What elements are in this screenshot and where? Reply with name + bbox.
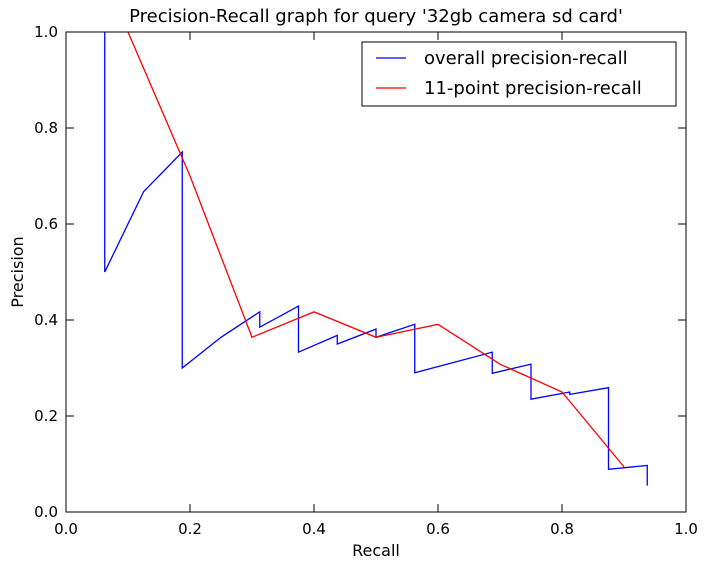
x-axis-label: Recall <box>352 541 400 560</box>
x-tick-label: 0.2 <box>178 520 202 538</box>
legend-label-overall: overall precision-recall <box>424 48 628 69</box>
axis-ticks: 0.0 0.2 0.4 0.6 0.8 1.0 0.0 0.2 0.4 0.6 0.8 1.0 <box>34 23 698 538</box>
y-axis-label: Precision <box>8 236 27 307</box>
x-tick-label: 0.8 <box>550 520 574 538</box>
legend: overall precision-recall 11-point precis… <box>361 41 677 107</box>
y-tick-label: 0.4 <box>34 311 58 329</box>
plot-lines <box>104 31 648 486</box>
y-tick-label: 1.0 <box>34 23 58 41</box>
series-line-0 <box>104 32 648 486</box>
chart-title: Precision-Recall graph for query '32gb c… <box>129 6 623 27</box>
x-tick-label: 0.6 <box>426 520 450 538</box>
x-tick-label: 1.0 <box>674 520 698 538</box>
plot-frame <box>65 31 687 513</box>
legend-box <box>361 41 677 107</box>
y-tick-label: 0.0 <box>34 503 58 521</box>
legend-label-11point: 11-point precision-recall <box>424 78 642 99</box>
x-tick-label: 0.0 <box>54 520 78 538</box>
x-tick-label: 0.4 <box>302 520 326 538</box>
y-tick-label: 0.6 <box>34 215 58 233</box>
y-tick-label: 0.2 <box>34 407 58 425</box>
series-line-1 <box>127 31 625 468</box>
y-tick-label: 0.8 <box>34 119 58 137</box>
